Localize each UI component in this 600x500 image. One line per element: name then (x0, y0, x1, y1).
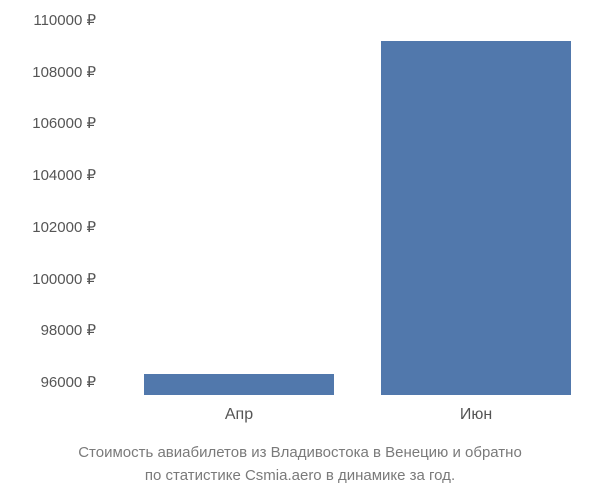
chart-caption: Стоимость авиабилетов из Владивостока в … (0, 442, 600, 487)
y-tick-label: 108000 ₽ (32, 63, 96, 81)
price-chart: 96000 ₽ 98000 ₽ 100000 ₽ 102000 ₽ 104000 ₽ 10… (0, 0, 600, 430)
x-axis: Апр Июн (104, 400, 584, 430)
bar (144, 374, 334, 395)
y-axis: 96000 ₽ 98000 ₽ 100000 ₽ 102000 ₽ 104000 ₽ 10… (0, 0, 104, 430)
y-tick-label: 96000 ₽ (41, 373, 96, 391)
y-tick-label: 100000 ₽ (32, 270, 96, 288)
bar (381, 41, 571, 395)
plot-area (104, 20, 584, 395)
caption-line-1: Стоимость авиабилетов из Владивостока в … (10, 442, 590, 465)
y-tick-label: 110000 ₽ (33, 11, 96, 29)
y-tick-label: 102000 ₽ (32, 218, 96, 236)
y-tick-label: 104000 ₽ (32, 166, 96, 184)
x-tick-label: Июн (460, 406, 492, 424)
x-tick-label: Апр (225, 406, 253, 424)
caption-line-2: по статистике Csmia.aero в динамике за г… (10, 465, 590, 488)
y-tick-label: 98000 ₽ (41, 321, 96, 339)
y-tick-label: 106000 ₽ (32, 114, 96, 132)
